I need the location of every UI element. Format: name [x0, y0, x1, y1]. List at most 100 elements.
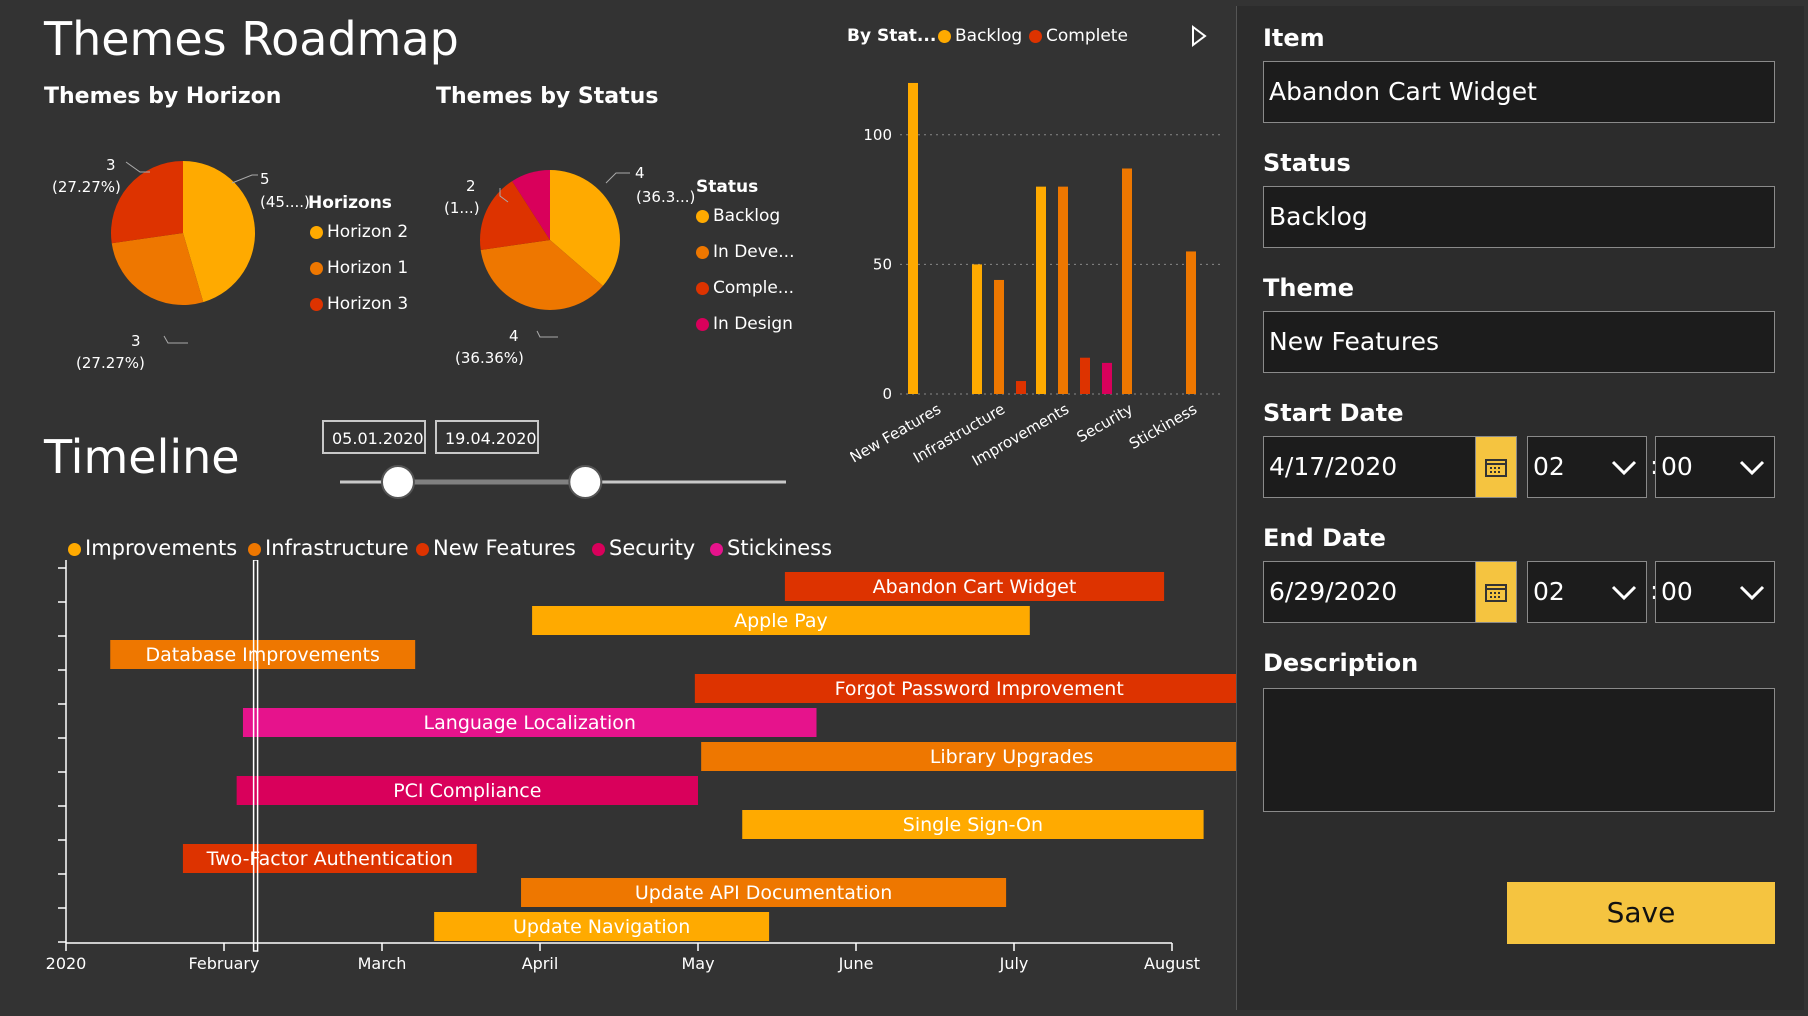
start-time-colon: : [1650, 451, 1658, 480]
gantt-bar[interactable] [521, 878, 1007, 907]
bar-backlog[interactable] [972, 264, 982, 394]
gantt-bar[interactable] [110, 640, 416, 669]
end-calendar-button[interactable] [1475, 561, 1517, 623]
end-minute-select[interactable]: 00 [1655, 561, 1775, 623]
horizon-h3-pct: (27.27%) [52, 178, 121, 196]
start-calendar-button[interactable] [1475, 436, 1517, 498]
slider-end-handle[interactable] [568, 465, 603, 499]
bar-backlog[interactable] [1036, 186, 1046, 394]
start-date-input[interactable]: 4/17/2020 [1263, 436, 1517, 498]
status-legend-item[interactable]: Backlog [696, 206, 780, 226]
date-range-slider[interactable] [330, 462, 800, 506]
pie-slice-complete[interactable] [480, 181, 550, 250]
horizon-legend-item[interactable]: Horizon 1 [310, 258, 408, 278]
horizon-legend-item[interactable]: Horizon 2 [310, 222, 408, 242]
gantt-bar[interactable] [784, 572, 1165, 601]
bar-complete[interactable] [1080, 357, 1090, 394]
gantt-x-label: March [358, 954, 407, 973]
bar-in-development[interactable] [1058, 186, 1068, 394]
status-legend-item[interactable]: In Deve... [696, 242, 794, 262]
horizon-h2-count: 5 [260, 170, 270, 188]
bar-legend-item[interactable]: Complete [1029, 26, 1128, 46]
legend-label: In Design [713, 314, 793, 334]
save-button[interactable]: Save [1507, 882, 1775, 944]
gantt-bar[interactable] [742, 810, 1204, 839]
timeline-legend-item[interactable]: Improvements [68, 536, 237, 560]
play-icon[interactable] [1190, 24, 1208, 48]
status-legend-item[interactable]: In Design [696, 314, 793, 334]
theme-label: Theme [1263, 274, 1355, 302]
legend-dot [68, 542, 81, 556]
gantt-bar-label: PCI Compliance [393, 780, 541, 802]
gantt-x-label: July [999, 954, 1029, 973]
gantt-x-label: February [189, 954, 260, 973]
end-hour-select[interactable]: 02 [1527, 561, 1647, 623]
gantt-bar-label: Library Upgrades [930, 746, 1094, 768]
gantt-bar[interactable] [434, 912, 770, 941]
gantt-bar[interactable] [701, 742, 1240, 771]
pie-slice-in-design[interactable] [512, 170, 550, 240]
timeline-legend-item[interactable]: Stickiness [710, 536, 832, 560]
legend-dot [696, 209, 709, 223]
status-indev-count: 4 [509, 327, 519, 345]
timeline-start-date[interactable]: 05.01.2020 [322, 420, 426, 454]
bar-legend-item[interactable]: Backlog [938, 26, 1022, 46]
status-complete-pct: (1...) [444, 199, 480, 217]
slider-start-handle[interactable] [380, 465, 415, 499]
horizon-h3-count: 3 [106, 156, 116, 174]
legend-label: Security [609, 536, 696, 560]
horizon-legend-item[interactable]: Horizon 3 [310, 294, 408, 314]
start-hour-select[interactable]: 02 [1527, 436, 1647, 498]
gantt-bar[interactable] [236, 776, 698, 805]
status-input[interactable]: Backlog [1263, 186, 1775, 248]
horizon-pie-chart[interactable]: 3 (27.27%) 5 (45....) 3 (27.27%) [40, 140, 420, 380]
bar-y-tick: 50 [873, 255, 892, 273]
gantt-bar-label: Language Localization [424, 712, 636, 734]
item-edit-panel: Item Abandon Cart Widget Status Backlog … [1236, 6, 1804, 1010]
pie-slice-backlog[interactable] [550, 170, 620, 286]
bar-in-development[interactable] [994, 279, 1004, 394]
horizon-h1-count: 3 [131, 332, 141, 350]
pie-slice-horizon-3[interactable] [111, 161, 183, 244]
gantt-x-label: August [1144, 954, 1200, 973]
gantt-x-label: 2020 [46, 954, 87, 973]
gantt-bar[interactable] [532, 606, 1030, 635]
status-legend-item[interactable]: Comple... [696, 278, 794, 298]
timeline-legend-item[interactable]: Infrastructure [248, 536, 409, 560]
legend-dot [696, 317, 709, 331]
timeline-legend-item[interactable]: Security [592, 536, 695, 560]
legend-label: Improvements [85, 536, 238, 560]
start-minute-select[interactable]: 00 [1655, 436, 1775, 498]
bar-in-development[interactable] [1122, 168, 1132, 394]
legend-dot [1029, 29, 1042, 43]
horizon-h1-pct: (27.27%) [76, 354, 145, 372]
end-date-input[interactable]: 6/29/2020 [1263, 561, 1517, 623]
start-hour-value: 02 [1533, 452, 1565, 481]
calendar-icon [1485, 584, 1507, 602]
item-input[interactable]: Abandon Cart Widget [1263, 61, 1775, 123]
description-input[interactable] [1263, 688, 1775, 812]
calendar-icon [1485, 459, 1507, 477]
bar-in-development[interactable] [1186, 251, 1196, 394]
horizon-chart-title: Themes by Horizon [44, 84, 282, 109]
timeline-legend-item[interactable]: New Features [416, 536, 576, 560]
gantt-bar[interactable] [242, 708, 817, 737]
theme-input[interactable]: New Features [1263, 311, 1775, 373]
gantt-bar[interactable] [182, 844, 477, 873]
bar-complete[interactable] [1016, 381, 1026, 394]
item-label: Item [1263, 24, 1325, 52]
timeline-gantt-chart[interactable]: 2020 February March April May June July August … [40, 560, 1240, 980]
page-title: Themes Roadmap [44, 12, 459, 66]
legend-label: In Deve... [713, 242, 795, 262]
timeline-end-date[interactable]: 19.04.2020 [435, 420, 539, 454]
gantt-bar[interactable] [694, 674, 1240, 703]
legend-dot [248, 542, 261, 556]
status-pie-chart[interactable]: 2 (1...) 4 (36.3...) 4 (36.36%) [430, 140, 720, 380]
gantt-bar-label: Single Sign-On [903, 814, 1043, 836]
bar-backlog[interactable] [908, 82, 918, 395]
pie-slice-horizon-1[interactable] [111, 233, 204, 305]
pie-slice-in-development[interactable] [480, 240, 603, 310]
bar-in-design[interactable] [1102, 362, 1112, 394]
pie-slice-horizon-2[interactable] [183, 161, 255, 303]
